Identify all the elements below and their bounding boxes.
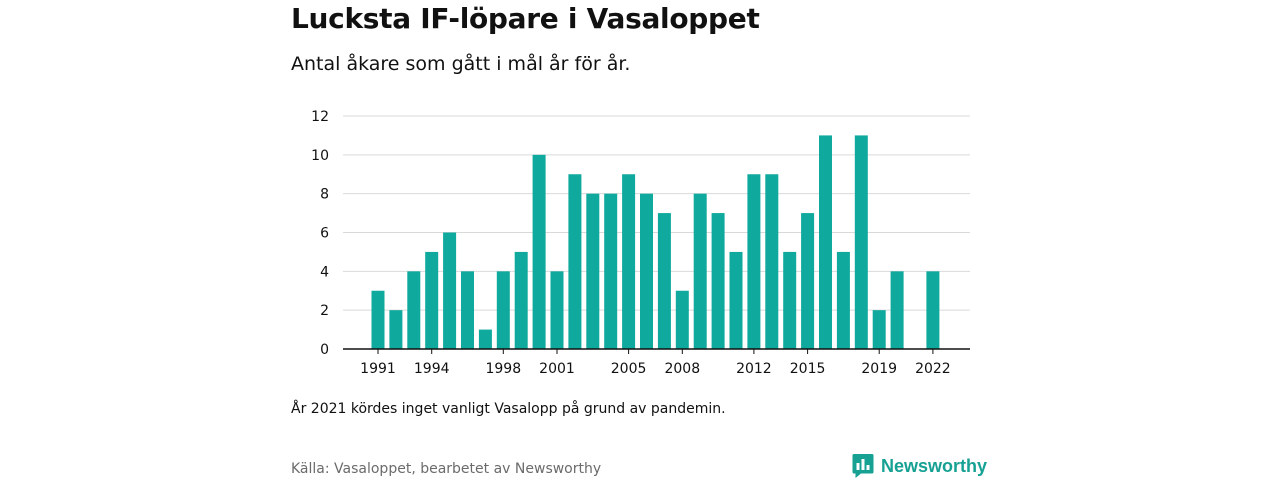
source-text: Källa: Vasaloppet, bearbetet av Newswort… — [291, 461, 602, 477]
bar — [711, 213, 725, 349]
bars — [371, 135, 940, 349]
x-tick-label: 1998 — [485, 361, 521, 377]
bar — [872, 310, 886, 349]
y-tick-label: 4 — [320, 264, 329, 280]
y-tick-label: 10 — [311, 148, 329, 164]
bar — [836, 251, 850, 349]
bar — [926, 271, 940, 349]
y-tick-label: 8 — [320, 187, 329, 203]
y-tick-label: 2 — [320, 303, 329, 319]
bar — [657, 213, 671, 349]
bar — [532, 154, 546, 349]
bar — [819, 135, 832, 349]
y-tick-label: 12 — [311, 109, 329, 125]
bar — [425, 251, 439, 349]
bar — [443, 232, 457, 349]
bar — [604, 193, 618, 349]
bar — [765, 174, 779, 349]
x-tick-label: 2015 — [790, 361, 826, 377]
x-tick-label: 1991 — [360, 361, 396, 377]
bar — [586, 193, 600, 349]
bar — [496, 271, 510, 349]
newsworthy-brand[interactable]: Newsworthy — [852, 452, 987, 480]
x-tick-label: 2005 — [611, 361, 647, 377]
bar — [461, 271, 474, 349]
brand-name: Newsworthy — [881, 455, 988, 476]
bar — [514, 251, 528, 349]
bar-chart: 0 2 4 6 8 10 12 1991 1994 1998 2001 2005 2008 2012 201… — [311, 109, 970, 377]
bar — [783, 251, 797, 349]
x-tick-label: 2001 — [539, 361, 575, 377]
bar — [747, 174, 761, 349]
bar — [890, 271, 904, 349]
bar — [371, 290, 385, 349]
bar — [854, 135, 868, 349]
axes: 0 2 4 6 8 10 12 1991 1994 1998 2001 2005 2008 2012 201… — [311, 109, 970, 377]
chart-subtitle: Antal åkare som gått i mål år för år. — [291, 53, 631, 75]
bar — [640, 193, 653, 349]
x-tick-label: 1994 — [414, 361, 450, 377]
bar — [801, 213, 815, 349]
bar — [568, 174, 582, 349]
bar — [622, 174, 636, 349]
bar — [675, 290, 689, 349]
bar — [693, 193, 707, 349]
x-tick-label: 2019 — [861, 361, 897, 377]
bar — [729, 251, 743, 349]
bar — [407, 271, 421, 349]
newsworthy-logo-icon — [852, 454, 874, 478]
x-tick-label: 2022 — [915, 361, 951, 377]
x-tick-label: 2008 — [664, 361, 700, 377]
chart-title: Lucksta IF-löpare i Vasaloppet — [291, 2, 760, 35]
x-tick-label: 2012 — [736, 361, 772, 377]
y-tick-label: 6 — [320, 226, 329, 242]
bar — [550, 271, 564, 349]
y-tick-label: 0 — [320, 342, 329, 358]
bar — [478, 329, 492, 349]
footnote: År 2021 kördes inget vanligt Vasalopp på… — [291, 401, 726, 417]
bar — [389, 310, 403, 349]
